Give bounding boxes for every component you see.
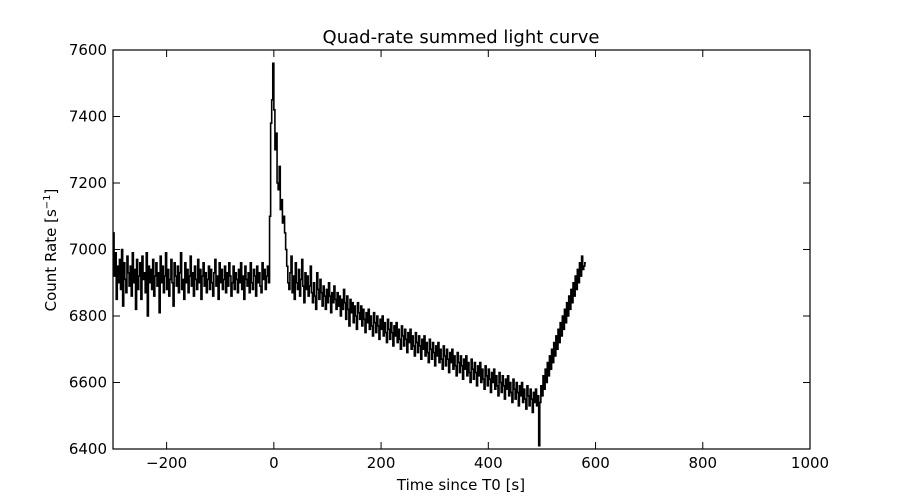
y-axis-label-main: Count Rate [s bbox=[42, 209, 60, 311]
chart-title: Quad-rate summed light curve bbox=[323, 27, 600, 48]
x-axis-label: Time since T0 [s] bbox=[396, 476, 525, 494]
x-tick-label: 200 bbox=[367, 454, 396, 472]
y-tick-label: 6400 bbox=[69, 440, 107, 458]
y-tick-label: 6600 bbox=[69, 374, 107, 392]
plot-frame bbox=[112, 49, 811, 450]
x-tick-label: 800 bbox=[688, 454, 717, 472]
y-tick-label: 7600 bbox=[69, 41, 107, 59]
y-axis-label-superscript: −1 bbox=[42, 194, 53, 209]
x-tick-label: 600 bbox=[581, 454, 610, 472]
y-tick-label: 6800 bbox=[69, 307, 107, 325]
x-tick-label: 0 bbox=[269, 454, 279, 472]
y-axis-label: Count Rate [s−1] bbox=[42, 189, 60, 312]
series-line-count-rate bbox=[113, 62, 586, 447]
x-axis-ticks: −200 0 200 400 600 800 1000 bbox=[146, 50, 829, 472]
plot-area bbox=[112, 49, 811, 450]
y-tick-label: 7200 bbox=[69, 174, 107, 192]
y-axis-label-end: ] bbox=[42, 189, 60, 195]
x-tick-label: −200 bbox=[146, 454, 187, 472]
y-tick-label: 7400 bbox=[69, 108, 107, 126]
y-axis-ticks: 6400 6600 6800 7000 7200 7400 7600 bbox=[69, 41, 810, 458]
y-tick-label: 7000 bbox=[69, 241, 107, 259]
x-tick-label: 1000 bbox=[791, 454, 829, 472]
x-tick-label: 400 bbox=[474, 454, 503, 472]
